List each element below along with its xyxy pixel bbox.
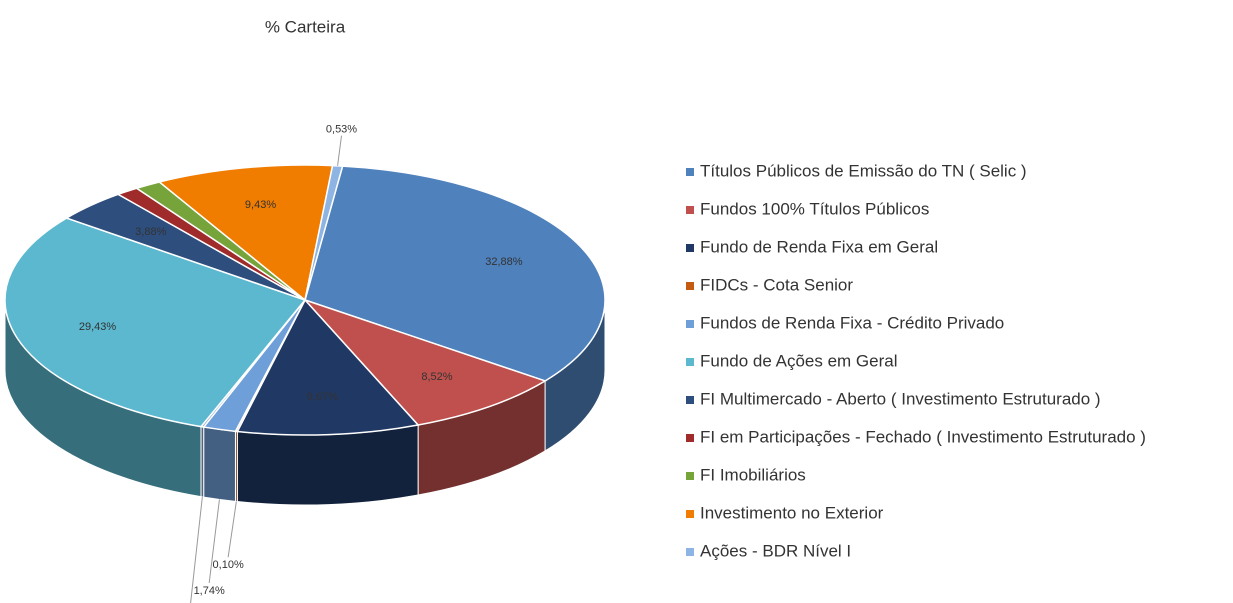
legend-swatch (686, 510, 694, 518)
data-label: 0,10% (213, 559, 244, 571)
data-label: 29,43% (79, 321, 117, 333)
legend-label: FI Imobiliários (700, 465, 806, 484)
slice-side (236, 424, 419, 506)
legend-label: Ações - BDR Nível I (700, 541, 851, 560)
leader-line (227, 501, 237, 558)
legend-label: Fundos de Renda Fixa - Crédito Privado (700, 313, 1004, 332)
legend-swatch (686, 472, 694, 480)
data-label: 8,52% (421, 371, 452, 383)
legend-swatch (686, 282, 694, 290)
data-label: 3,88% (135, 226, 166, 238)
slice (157, 164, 334, 302)
legend-swatch (686, 320, 694, 328)
legend-label: Investimento no Exterior (700, 503, 884, 522)
legend-label: Fundo de Ações em Geral (700, 351, 898, 370)
leader-line (190, 496, 203, 603)
legend-label: Fundo de Renda Fixa em Geral (700, 237, 938, 256)
data-label: 1,74% (194, 585, 225, 597)
leader-line (337, 135, 342, 166)
legend-label: FI Multimercado - Aberto ( Investimento … (700, 389, 1101, 408)
data-label: 32,88% (485, 256, 523, 268)
legend-swatch (686, 244, 694, 252)
slice (304, 165, 606, 382)
legend-label: Títulos Públicos de Emissão do TN ( Seli… (700, 161, 1027, 180)
legend-swatch (686, 396, 694, 404)
legend-swatch (686, 434, 694, 442)
legend-label: FIDCs - Cota Senior (700, 275, 853, 294)
legend-label: FI em Participações - Fechado ( Investim… (700, 427, 1146, 446)
legend-label: Fundos 100% Títulos Públicos (700, 199, 929, 218)
slice (236, 298, 420, 436)
data-label: 9,43% (245, 199, 276, 211)
data-label: 9,67% (307, 391, 338, 403)
slice (304, 164, 344, 301)
chart-title: % Carteira (265, 17, 346, 36)
legend-swatch (686, 206, 694, 214)
data-label: 0,53% (326, 124, 357, 136)
legend-swatch (686, 358, 694, 366)
slice (4, 217, 307, 428)
slice-side (203, 426, 236, 502)
legend-swatch (686, 168, 694, 176)
leader-line (208, 499, 220, 583)
slice (302, 298, 547, 426)
legend-swatch (686, 548, 694, 556)
